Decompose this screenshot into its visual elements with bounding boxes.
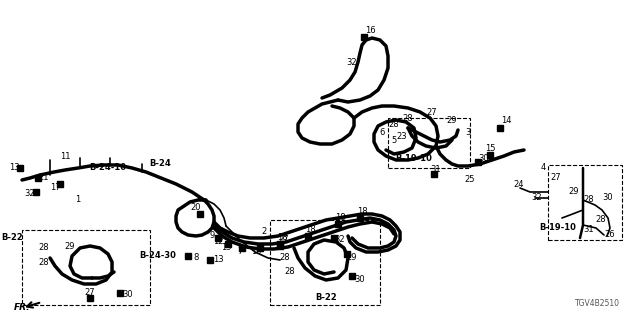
- Text: FR.: FR.: [14, 303, 31, 313]
- Text: 7: 7: [237, 247, 243, 257]
- Bar: [270, 220, 380, 305]
- Text: B-24-10: B-24-10: [90, 164, 127, 172]
- Text: 2: 2: [261, 228, 267, 236]
- Text: 29: 29: [447, 116, 457, 124]
- Bar: [548, 165, 622, 240]
- Text: 21: 21: [39, 173, 49, 182]
- Text: 30: 30: [123, 291, 133, 300]
- Text: 12: 12: [212, 237, 223, 246]
- Text: B-22: B-22: [1, 234, 23, 243]
- Bar: [22, 230, 150, 305]
- Text: 28: 28: [39, 244, 49, 252]
- Text: 18: 18: [276, 234, 287, 243]
- Text: 19: 19: [221, 244, 231, 252]
- Text: 27: 27: [427, 108, 437, 116]
- Text: 29: 29: [569, 188, 579, 196]
- Text: 32: 32: [532, 194, 542, 203]
- Text: 18: 18: [335, 213, 346, 222]
- Text: 9: 9: [209, 231, 214, 241]
- Text: 8: 8: [193, 253, 198, 262]
- Text: 25: 25: [465, 175, 476, 185]
- Text: B-19-10: B-19-10: [540, 223, 577, 233]
- Text: 27: 27: [550, 173, 561, 182]
- Text: 27: 27: [84, 289, 95, 298]
- Text: 28: 28: [39, 259, 49, 268]
- Text: 27: 27: [278, 236, 289, 244]
- Text: 18: 18: [356, 207, 367, 217]
- Text: 28: 28: [584, 196, 595, 204]
- Text: 16: 16: [365, 26, 375, 35]
- Text: B-22: B-22: [315, 293, 337, 302]
- Text: 18: 18: [305, 226, 316, 235]
- Text: 30: 30: [355, 276, 365, 284]
- Text: 32: 32: [25, 189, 35, 198]
- Text: 13: 13: [212, 255, 223, 265]
- Text: 24: 24: [514, 180, 524, 189]
- Text: 28: 28: [388, 119, 399, 129]
- Text: 14: 14: [500, 116, 511, 124]
- Text: 28: 28: [285, 268, 295, 276]
- Text: B-24-30: B-24-30: [140, 252, 177, 260]
- Text: 30: 30: [603, 194, 613, 203]
- Text: 3: 3: [465, 127, 470, 137]
- Text: 32: 32: [347, 58, 357, 67]
- Text: 28: 28: [280, 253, 291, 262]
- Text: 15: 15: [484, 143, 495, 153]
- Text: 1: 1: [76, 196, 81, 204]
- Text: 23: 23: [397, 132, 407, 140]
- Text: 31: 31: [584, 226, 595, 235]
- Text: 17: 17: [50, 183, 60, 193]
- Text: 20: 20: [191, 204, 201, 212]
- Text: B-19-10: B-19-10: [396, 154, 433, 163]
- Text: 13: 13: [9, 164, 19, 172]
- Text: 28: 28: [596, 215, 606, 225]
- Text: 26: 26: [605, 230, 615, 239]
- Text: 28: 28: [403, 114, 413, 123]
- Text: B-24: B-24: [149, 159, 171, 169]
- Text: 30: 30: [479, 154, 490, 163]
- Text: 32: 32: [335, 236, 346, 244]
- Text: 4: 4: [540, 164, 546, 172]
- Text: 5: 5: [392, 135, 397, 145]
- Text: TGV4B2510: TGV4B2510: [575, 299, 620, 308]
- Text: 11: 11: [60, 151, 70, 161]
- Text: 6: 6: [380, 127, 385, 137]
- Bar: [388, 118, 470, 168]
- Text: 31: 31: [431, 165, 442, 174]
- Text: 29: 29: [65, 243, 76, 252]
- Text: 10: 10: [251, 247, 261, 257]
- Text: 29: 29: [347, 253, 357, 262]
